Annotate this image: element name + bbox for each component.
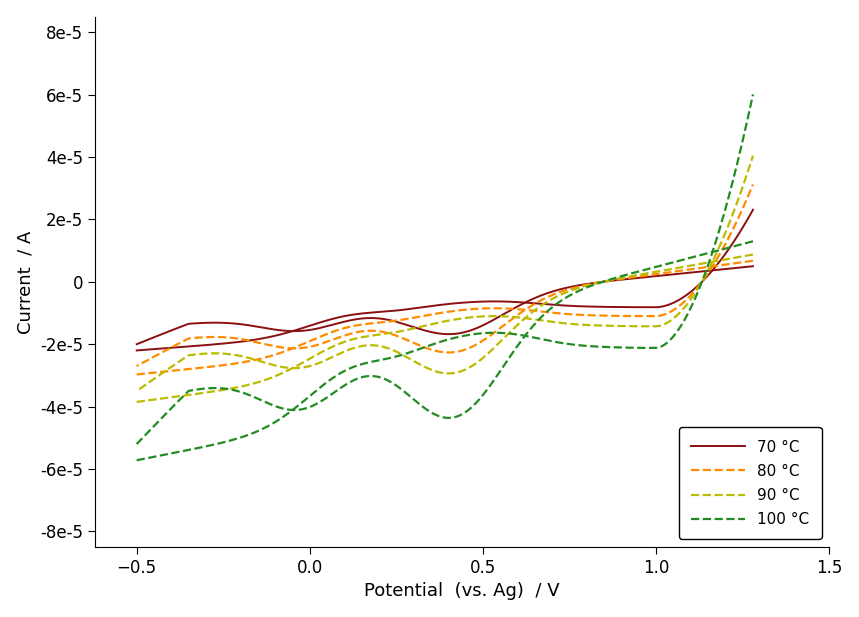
100 °C [490, 329, 500, 336]
100 °C [169, 449, 180, 457]
90 °C [506, 313, 516, 320]
70 °C [662, 302, 673, 309]
90 °C [490, 312, 500, 320]
Line: 100 °C: 100 °C [137, 94, 753, 460]
80 °C [748, 181, 758, 188]
Line: 70 °C: 70 °C [137, 210, 753, 350]
70 °C [748, 206, 758, 213]
80 °C [169, 367, 180, 375]
70 °C [506, 298, 516, 305]
100 °C [599, 343, 609, 350]
X-axis label: Potential  (vs. Ag)  / V: Potential (vs. Ag) / V [364, 582, 560, 600]
Y-axis label: Current  / A: Current / A [16, 230, 34, 334]
70 °C [131, 347, 142, 354]
100 °C [506, 330, 516, 337]
80 °C [662, 310, 673, 317]
80 °C [490, 305, 500, 312]
100 °C [131, 457, 142, 464]
90 °C [131, 398, 142, 405]
90 °C [662, 319, 673, 326]
Legend: 70 °C, 80 °C, 90 °C, 100 °C: 70 °C, 80 °C, 90 °C, 100 °C [679, 428, 821, 539]
100 °C [662, 339, 673, 346]
90 °C [748, 152, 758, 159]
100 °C [524, 333, 534, 341]
80 °C [524, 307, 534, 314]
100 °C [748, 91, 758, 98]
90 °C [169, 393, 180, 400]
70 °C [490, 298, 500, 305]
Line: 80 °C: 80 °C [137, 184, 753, 375]
70 °C [169, 344, 180, 351]
80 °C [506, 305, 516, 312]
70 °C [524, 299, 534, 307]
80 °C [131, 371, 142, 378]
80 °C [599, 312, 609, 320]
90 °C [599, 322, 609, 329]
90 °C [524, 315, 534, 323]
Line: 90 °C: 90 °C [137, 155, 753, 402]
70 °C [599, 303, 609, 310]
